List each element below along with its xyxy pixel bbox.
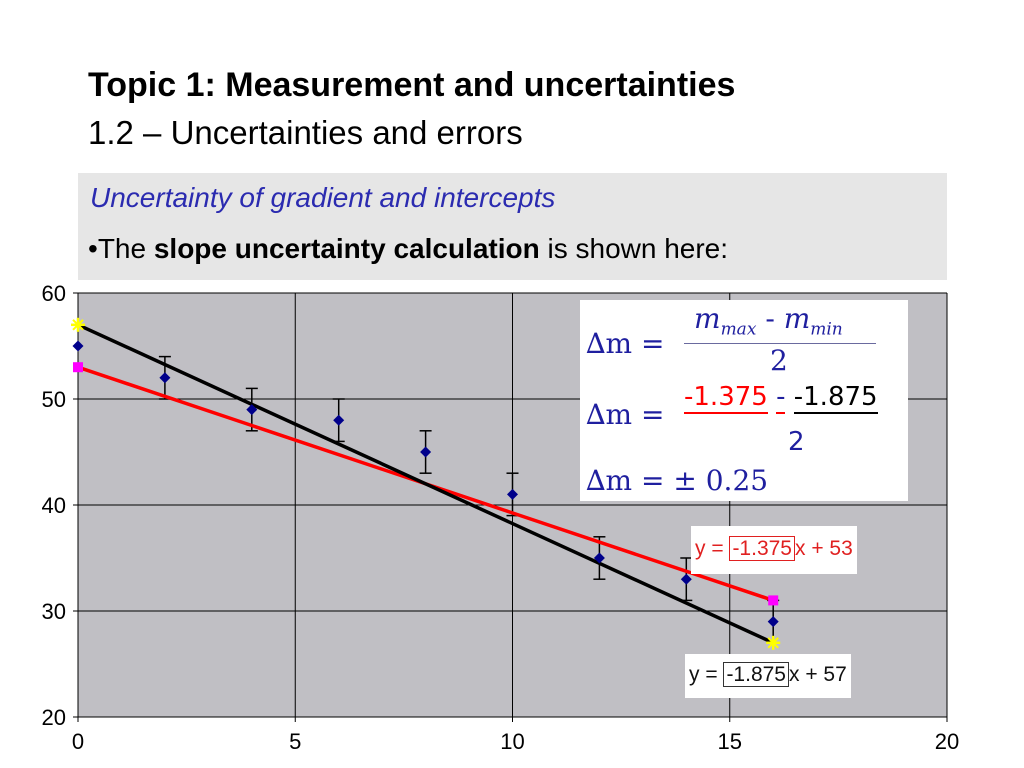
- x-tick-label: 15: [718, 729, 742, 754]
- formula-line2-denominator: 2: [788, 427, 805, 457]
- black-eq-suffix: x + 57: [788, 663, 847, 686]
- formula-line1-lhs: ∆m =: [586, 327, 665, 360]
- data-point: [593, 552, 605, 564]
- formula-red-slope: -1.375: [684, 382, 768, 414]
- black-line-equation: y = -1.875 x + 57: [685, 654, 851, 698]
- formula-line2-numerator: -1.375 - -1.875: [684, 382, 878, 414]
- red-line-end-marker: [73, 362, 83, 373]
- star-stroke: [72, 319, 84, 331]
- black-eq-slope: -1.875: [723, 662, 789, 687]
- formula-minus: -: [765, 302, 775, 335]
- data-point: [159, 372, 171, 384]
- black-fit-line: [77, 323, 774, 645]
- star-stroke: [767, 637, 779, 649]
- formula-m-max-symbol: m: [694, 302, 721, 335]
- y-tick-label: 60: [42, 281, 66, 306]
- red-eq-slope: -1.375: [729, 536, 795, 561]
- y-tick-label: 30: [42, 599, 66, 624]
- formula-min-subscript: min: [810, 319, 843, 340]
- formula-max-subscript: max: [720, 319, 757, 340]
- box-heading: Uncertainty of gradient and intercepts: [90, 182, 556, 213]
- formula-line1-numerator: mmax - mmin: [694, 302, 843, 340]
- data-point: [420, 446, 432, 458]
- data-point: [333, 414, 345, 426]
- x-tick-label: 20: [935, 729, 959, 754]
- formula-m-min-symbol: m: [783, 302, 811, 335]
- bullet-text-after: is shown here:: [539, 233, 729, 264]
- data-point: [246, 404, 258, 416]
- data-point: [507, 488, 518, 500]
- red-line-end-marker: [768, 595, 779, 606]
- formula-box: ∆m = mmax - mmin 2 ∆m = -1.375 - -1.875 …: [580, 300, 908, 501]
- x-tick-label: 0: [72, 729, 84, 754]
- bullet-line: •The slope uncertainty calculation is sh…: [88, 233, 728, 265]
- data-point: [767, 616, 779, 628]
- formula-line2-minus: -: [776, 382, 786, 414]
- red-line-equation: y = -1.375 x + 53: [691, 526, 857, 574]
- red-eq-prefix: y =: [695, 537, 730, 560]
- formula-black-slope: -1.875: [793, 382, 878, 414]
- slide-subtitle: 1.2 – Uncertainties and errors: [88, 114, 523, 151]
- x-tick-label: 10: [500, 729, 524, 754]
- slide-title: Topic 1: Measurement and uncertainties: [88, 66, 736, 104]
- black-line-end-marker: [71, 317, 85, 332]
- y-tick-label: 50: [42, 387, 66, 412]
- bullet-mark: •: [88, 233, 98, 264]
- formula-line1-fraction-bar: [684, 343, 876, 344]
- content-box: Uncertainty of gradient and intercepts •…: [78, 173, 947, 280]
- x-tick-label: 5: [289, 729, 301, 754]
- red-eq-suffix: x + 53: [794, 537, 853, 560]
- data-point: [680, 573, 692, 585]
- bullet-text-bold: slope uncertainty calculation: [153, 233, 540, 264]
- y-tick-label: 40: [42, 493, 66, 518]
- formula-line1-denominator: 2: [770, 344, 788, 377]
- black-eq-prefix: y =: [689, 663, 724, 686]
- bullet-text-before: The: [97, 233, 154, 264]
- data-point: [72, 340, 84, 352]
- black-line-end-marker: [766, 635, 781, 650]
- y-tick-label: 20: [42, 705, 66, 730]
- formula-line2-lhs: ∆m =: [586, 398, 665, 431]
- formula-line3: ∆m = ± 0.25: [586, 464, 769, 497]
